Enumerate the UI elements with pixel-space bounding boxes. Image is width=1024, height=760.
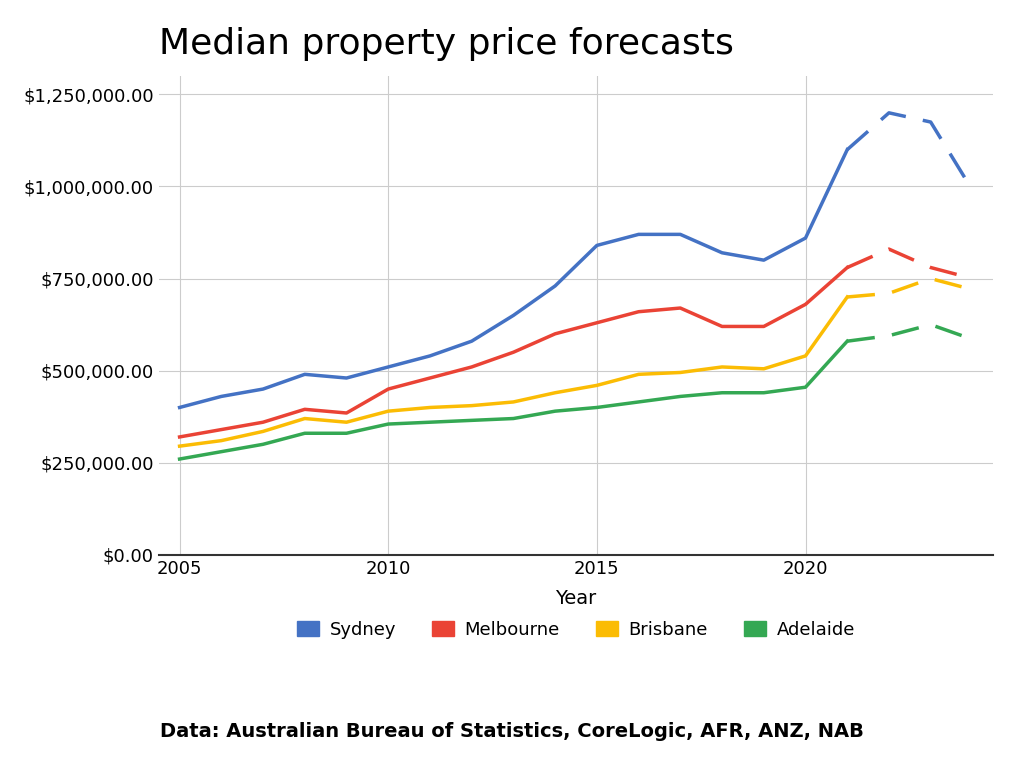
Legend: Sydney, Melbourne, Brisbane, Adelaide: Sydney, Melbourne, Brisbane, Adelaide xyxy=(290,614,862,646)
Text: Median property price forecasts: Median property price forecasts xyxy=(159,27,733,61)
Text: Data: Australian Bureau of Statistics, CoreLogic, AFR, ANZ, NAB: Data: Australian Bureau of Statistics, C… xyxy=(160,722,864,741)
X-axis label: Year: Year xyxy=(555,589,597,608)
